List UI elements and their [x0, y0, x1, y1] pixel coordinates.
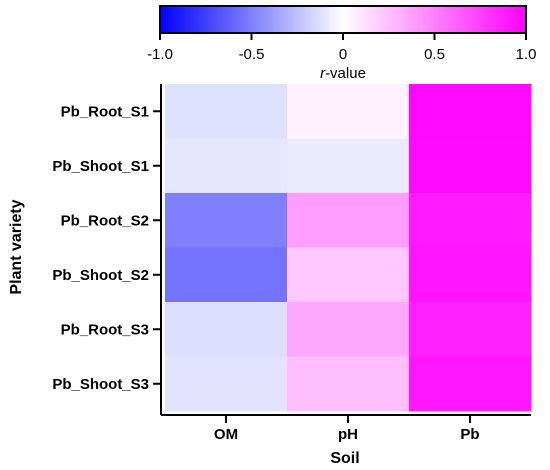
row-label: Pb_Shoot_S2	[52, 267, 149, 284]
heatmap-cell	[165, 356, 288, 412]
heatmap-cell	[287, 247, 410, 303]
colorbar-tick-label: 1.0	[516, 46, 537, 63]
row-label: Pb_Root_S2	[61, 212, 149, 229]
colorbar-title-rest: -value	[325, 65, 366, 82]
colorbar-ticks: -1.0 -0.5 0 0.5 1.0	[147, 33, 536, 63]
heatmap-cell	[165, 247, 288, 303]
column-label: pH	[338, 426, 358, 443]
heatmap-cell	[409, 356, 532, 412]
heatmap-cell	[165, 302, 288, 357]
colorbar-gradient	[159, 5, 527, 34]
row-label: Pb_Root_S1	[61, 103, 149, 120]
colorbar-tick-label: 0.5	[424, 46, 445, 63]
heatmap-cell	[287, 356, 410, 412]
heatmap-cell	[287, 84, 410, 139]
colorbar-tick-label: -0.5	[239, 46, 265, 63]
heatmap-cell	[165, 193, 288, 248]
column-label: Pb	[460, 426, 479, 443]
colorbar-title: r-value	[320, 65, 366, 82]
heatmap-cell	[409, 138, 532, 194]
heatmap-cells	[165, 84, 532, 412]
row-label: Pb_Shoot_S3	[52, 376, 149, 393]
colorbar-title-italic: r	[320, 65, 326, 82]
axes: Pb_Root_S1 Pb_Shoot_S1 Pb_Root_S2 Pb_Shoot_…	[52, 84, 531, 443]
y-axis-title: Plant variety	[8, 199, 25, 294]
colorbar-tick-label: -1.0	[147, 46, 173, 63]
heatmap-cell	[287, 193, 410, 248]
heatmap-cell	[287, 138, 410, 194]
x-axis-title: Soil	[330, 450, 359, 467]
heatmap-cell	[165, 84, 288, 139]
colorbar: -1.0 -0.5 0 0.5 1.0 r-value	[147, 5, 536, 82]
heatmap-cell	[409, 84, 532, 139]
heatmap-cell	[409, 247, 532, 303]
column-label: OM	[214, 426, 238, 443]
heatmap-cell	[165, 138, 288, 194]
heatmap-cell	[287, 302, 410, 357]
row-label: Pb_Shoot_S1	[52, 158, 149, 175]
heatmap-cell	[409, 193, 532, 248]
row-label: Pb_Root_S3	[61, 321, 149, 338]
colorbar-tick-label: 0	[339, 46, 347, 63]
heatmap-cell	[409, 302, 532, 357]
